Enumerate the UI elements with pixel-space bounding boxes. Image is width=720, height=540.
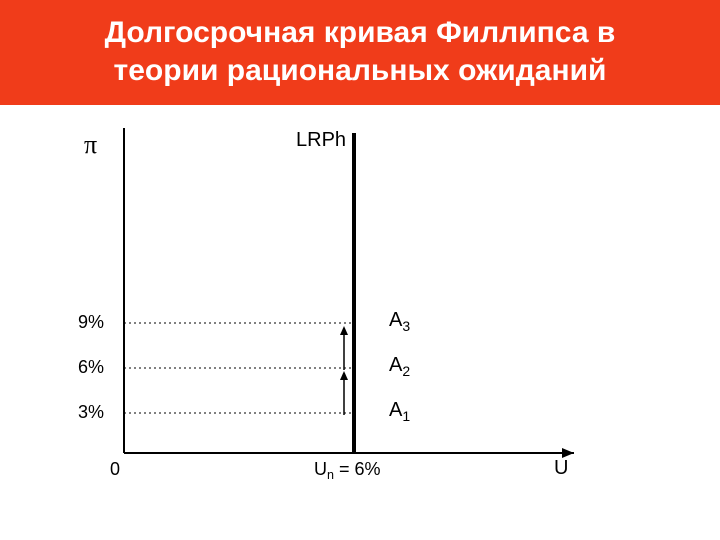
phillips-chart: π U 0 LRPh Un = 6% 3% A1 6% A2 9% A3 (54, 113, 654, 513)
chart-svg (54, 113, 654, 513)
point-label-1: A2 (389, 354, 410, 377)
point-label-2: A3 (389, 309, 410, 332)
un-label: Un = 6% (314, 459, 381, 480)
lrph-label: LRPh (296, 129, 346, 152)
x-axis-title: U (554, 457, 568, 480)
point-label-0: A1 (389, 399, 410, 422)
slide-title-line1: Долгосрочная кривая Филлипса в (18, 14, 702, 52)
slide-header: Долгосрочная кривая Филлипса в теории ра… (0, 0, 720, 105)
y-tick-1: 6% (78, 357, 104, 378)
origin-label: 0 (110, 459, 120, 480)
y-tick-0: 3% (78, 402, 104, 423)
slide-title-line2: теории рациональных ожиданий (18, 52, 702, 90)
un-prefix: U (314, 459, 327, 479)
un-suffix: = 6% (334, 459, 381, 479)
y-tick-2: 9% (78, 312, 104, 333)
un-sub: n (327, 468, 334, 482)
y-axis-title: π (84, 130, 97, 160)
